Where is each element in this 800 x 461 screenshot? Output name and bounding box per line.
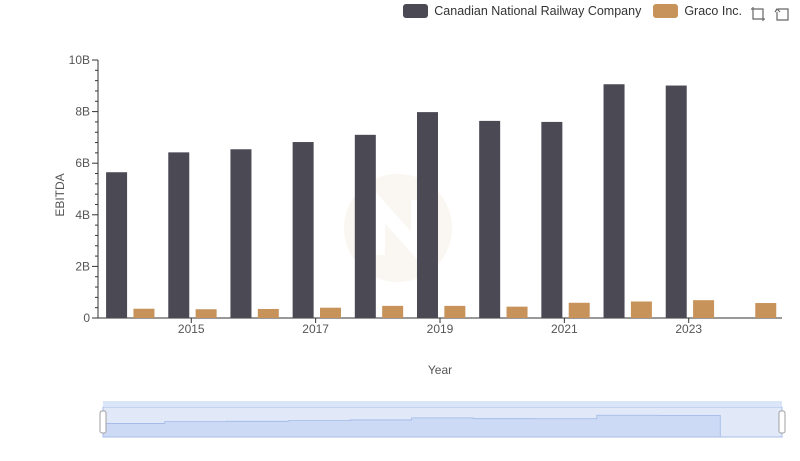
datazoom-handle-left[interactable]	[99, 410, 107, 434]
bar-graco-2018	[382, 305, 404, 318]
legend-label: Canadian National Railway Company	[434, 4, 642, 18]
x-tick-label: 2023	[675, 322, 702, 336]
bar-graco-2016	[257, 308, 279, 318]
bar-cn-rail-2021	[541, 121, 563, 318]
y-axis-label: EBITDA	[53, 173, 67, 217]
datazoom-preview	[102, 414, 782, 438]
bar-graco-2017	[319, 307, 341, 318]
bar-graco-2023	[693, 300, 715, 318]
legend: Canadian National Railway Company Graco I…	[403, 4, 742, 18]
y-tick-label: 4B	[75, 208, 90, 222]
bar-cn-rail-2018	[354, 134, 376, 318]
datazoom-selection	[102, 406, 783, 438]
bar-graco-2015	[195, 309, 217, 318]
x-tick-label: 2019	[427, 322, 454, 336]
bar-cn-rail-2016	[230, 149, 252, 318]
bar-graco-2021	[568, 302, 590, 318]
bar-cn-rail-2014	[106, 172, 128, 318]
legend-item-1[interactable]: Graco Inc.	[653, 4, 742, 18]
bar-graco-2014	[133, 308, 155, 318]
bar-cn-rail-2019	[416, 112, 438, 318]
bar-graco-2024	[755, 303, 777, 318]
x-axis-label: Year	[427, 363, 453, 377]
y-tick-label: 6B	[75, 156, 90, 170]
bar-graco-2020	[506, 306, 528, 318]
zoom-icon[interactable]	[750, 6, 766, 22]
bar-cn-rail-2022	[603, 84, 625, 318]
datazoom-handle-right[interactable]	[778, 410, 786, 434]
x-tick-label: 2021	[551, 322, 578, 336]
bar-cn-rail-2017	[292, 142, 314, 318]
y-tick-label: 0	[83, 311, 90, 325]
legend-label: Graco Inc.	[684, 4, 742, 18]
bar-graco-2019	[444, 305, 466, 318]
bar-graco-2022	[630, 301, 652, 318]
x-tick-label: 2017	[302, 322, 329, 336]
bar-cn-rail-2020	[479, 120, 501, 318]
y-tick-label: 10B	[69, 53, 90, 67]
bar-cn-rail-2023	[665, 85, 687, 319]
bar-cn-rail-2015	[168, 152, 190, 318]
datazoom-move-bar[interactable]	[103, 401, 782, 407]
restore-icon[interactable]	[774, 6, 790, 22]
toolbox	[750, 6, 790, 22]
y-tick-label: 2B	[75, 259, 90, 273]
y-tick-label: 8B	[75, 105, 90, 119]
legend-item-0[interactable]: Canadian National Railway Company	[403, 4, 641, 18]
legend-swatch	[653, 4, 679, 18]
x-tick-label: 2015	[178, 322, 205, 336]
legend-swatch	[403, 4, 429, 18]
